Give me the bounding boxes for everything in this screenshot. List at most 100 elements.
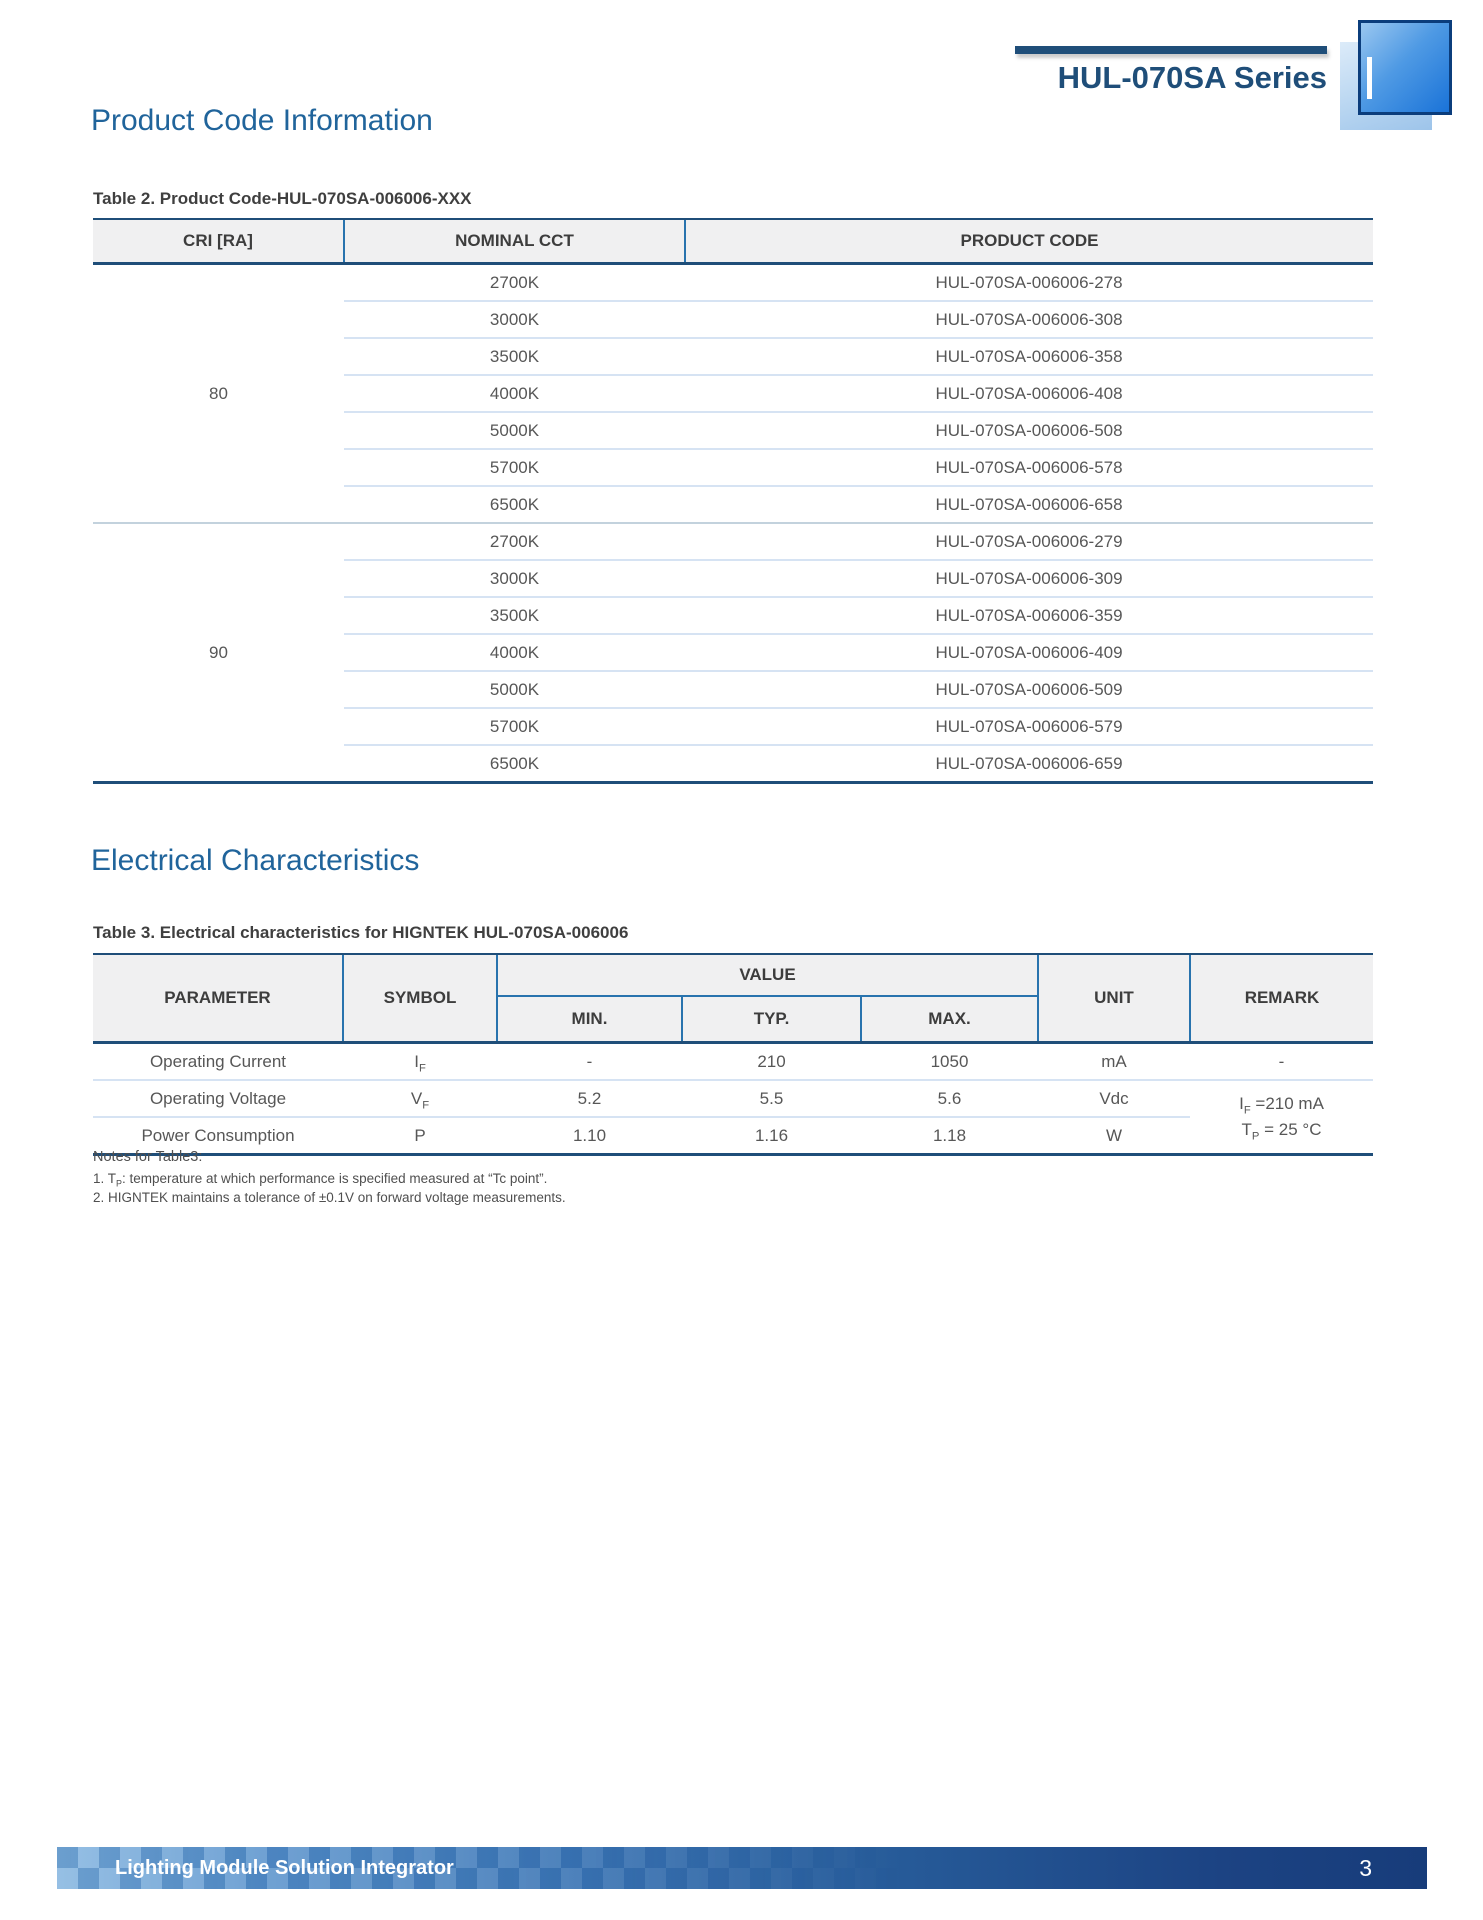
table-row: 3000K HUL-070SA-006006-309: [93, 559, 1373, 597]
footer-tagline: Lighting Module Solution Integrator: [115, 1856, 454, 1879]
cct-cell: 5000K: [344, 411, 685, 449]
table2-header-row: CRI [RA] NOMINAL CCT PRODUCT CODE: [93, 218, 1373, 265]
code-cell: HUL-070SA-006006-408: [685, 374, 1373, 412]
brand-logo-icon: [1338, 18, 1456, 132]
page-number: 3: [1359, 1854, 1372, 1881]
remark-line-1: IF =210 mA: [1239, 1094, 1324, 1117]
code-cell: HUL-070SA-006006-578: [685, 448, 1373, 486]
section-heading-electrical: Electrical Characteristics: [91, 844, 420, 877]
typ-cell: 210: [757, 1051, 786, 1071]
cct-cell: 3000K: [344, 559, 685, 597]
min-cell: -: [586, 1051, 593, 1071]
col-header-symbol: SYMBOL: [342, 953, 497, 1044]
col-header-cri: CRI [RA]: [93, 218, 344, 265]
table-row: 3000K HUL-070SA-006006-308: [93, 300, 1373, 338]
min-cell: 5.2: [497, 1079, 682, 1117]
col-header-cct: NOMINAL CCT: [343, 218, 685, 265]
max-cell: 5.6: [861, 1079, 1038, 1117]
unit-cell: Vdc: [1038, 1079, 1190, 1117]
col-header-max: MAX.: [860, 996, 1038, 1044]
cct-cell: 5700K: [344, 707, 685, 745]
cct-cell: 6500K: [344, 744, 685, 783]
notes-title: Notes for Table3:: [93, 1149, 203, 1165]
max-cell: 1050: [930, 1051, 969, 1071]
code-cell: HUL-070SA-006006-359: [685, 596, 1373, 634]
max-cell: 1.18: [861, 1116, 1038, 1155]
cct-cell: 5700K: [344, 448, 685, 486]
note-2: 2. HIGNTEK maintains a tolerance of ±0.1…: [93, 1190, 566, 1205]
col-header-min: MIN.: [496, 996, 682, 1044]
code-cell: HUL-070SA-006006-309: [685, 559, 1373, 597]
electrical-characteristics-table: PARAMETER SYMBOL VALUE UNIT REMARK MIN. …: [93, 953, 1373, 1156]
typ-cell: 5.5: [682, 1079, 861, 1117]
code-cell: HUL-070SA-006006-508: [685, 411, 1373, 449]
series-title: HUL-070SA Series: [1057, 60, 1327, 95]
min-cell: 1.10: [497, 1116, 682, 1155]
cct-cell: 3000K: [344, 300, 685, 338]
remark-line-2: TP = 25 °C: [1241, 1120, 1322, 1143]
table3-header-row-2: MIN. TYP. MAX.: [93, 996, 1373, 1044]
table-row: 3500K HUL-070SA-006006-358: [93, 337, 1373, 375]
code-cell: HUL-070SA-006006-358: [685, 337, 1373, 375]
remark-merged-cell: IF =210 mA TP = 25 °C: [1190, 1079, 1373, 1155]
table-row: 5700K HUL-070SA-006006-578: [93, 448, 1373, 486]
footer-bar: Lighting Module Solution Integrator 3: [57, 1847, 1427, 1889]
product-code-table: CRI [RA] NOMINAL CCT PRODUCT CODE 80 270…: [93, 218, 1373, 784]
table3-notes: Notes for Table3: 1. TP: temperature at …: [93, 1149, 566, 1206]
col-header-parameter: PARAMETER: [93, 953, 343, 1044]
code-cell: HUL-070SA-006006-579: [685, 707, 1373, 745]
symbol-cell: VF: [343, 1079, 497, 1117]
header-accent-bar: [1015, 46, 1327, 54]
table-row: Power Consumption P 1.10 1.16 1.18 W: [93, 1116, 1373, 1155]
unit-cell: mA: [1101, 1051, 1127, 1071]
cct-cell: 4000K: [344, 374, 685, 412]
col-header-remark: REMARK: [1189, 953, 1373, 1044]
table3-header-row-1: PARAMETER SYMBOL VALUE UNIT REMARK: [93, 953, 1373, 1044]
logo-stripe: [1367, 57, 1372, 99]
symbol-cell: IF: [414, 1051, 426, 1074]
code-cell: HUL-070SA-006006-278: [935, 272, 1123, 292]
code-cell: HUL-070SA-006006-308: [685, 300, 1373, 338]
col-header-code: PRODUCT CODE: [684, 218, 1373, 265]
table2-caption: Table 2. Product Code-HUL-070SA-006006-X…: [93, 189, 472, 208]
table-row: 6500K HUL-070SA-006006-659: [93, 744, 1373, 783]
cri-group-cell: 90: [93, 522, 344, 783]
table-row: Operating Current IF - 210 1050 mA -: [93, 1043, 1373, 1081]
col-header-unit: UNIT: [1037, 953, 1190, 1044]
table-row: 6500K HUL-070SA-006006-658: [93, 485, 1373, 523]
table3-caption: Table 3. Electrical characteristics for …: [93, 923, 629, 942]
col-header-typ: TYP.: [681, 996, 861, 1044]
cct-cell: 3500K: [344, 337, 685, 375]
section-heading-product-code: Product Code Information: [91, 104, 433, 137]
typ-cell: 1.16: [682, 1116, 861, 1155]
table-row: 3500K HUL-070SA-006006-359: [93, 596, 1373, 634]
code-cell: HUL-070SA-006006-658: [685, 485, 1373, 523]
table-row: 5000K HUL-070SA-006006-508: [93, 411, 1373, 449]
table-row: 4000K HUL-070SA-006006-409: [93, 633, 1373, 671]
parameter-cell: Operating Current: [149, 1051, 287, 1071]
code-cell: HUL-070SA-006006-509: [685, 670, 1373, 708]
cct-cell: 6500K: [344, 485, 685, 523]
cct-cell: 2700K: [489, 272, 540, 292]
code-cell: HUL-070SA-006006-659: [685, 744, 1373, 783]
cri-group-cell: 80: [209, 383, 228, 403]
cct-cell: 4000K: [344, 633, 685, 671]
note-1: 1. TP: temperature at which performance …: [93, 1171, 548, 1189]
remark-cell: -: [1278, 1051, 1285, 1071]
table-row: 4000K HUL-070SA-006006-408: [93, 374, 1373, 412]
table-row: 5000K HUL-070SA-006006-509: [93, 670, 1373, 708]
table-row: 80 2700K HUL-070SA-006006-278: [93, 264, 1373, 403]
logo-front-square: [1358, 20, 1452, 115]
cct-cell: 5000K: [344, 670, 685, 708]
unit-cell: W: [1038, 1116, 1190, 1155]
code-cell: HUL-070SA-006006-409: [685, 633, 1373, 671]
table-row: Operating Voltage VF 5.2 5.5 5.6 Vdc IF …: [93, 1079, 1373, 1155]
table-row: 5700K HUL-070SA-006006-579: [93, 707, 1373, 745]
symbol-cell: P: [343, 1116, 497, 1155]
cct-cell: 3500K: [344, 596, 685, 634]
parameter-cell: Power Consumption: [93, 1116, 343, 1155]
parameter-cell: Operating Voltage: [93, 1079, 343, 1117]
table-row: 90 2700K HUL-070SA-006006-279: [93, 522, 1373, 783]
code-cell: HUL-070SA-006006-279: [685, 522, 1373, 560]
